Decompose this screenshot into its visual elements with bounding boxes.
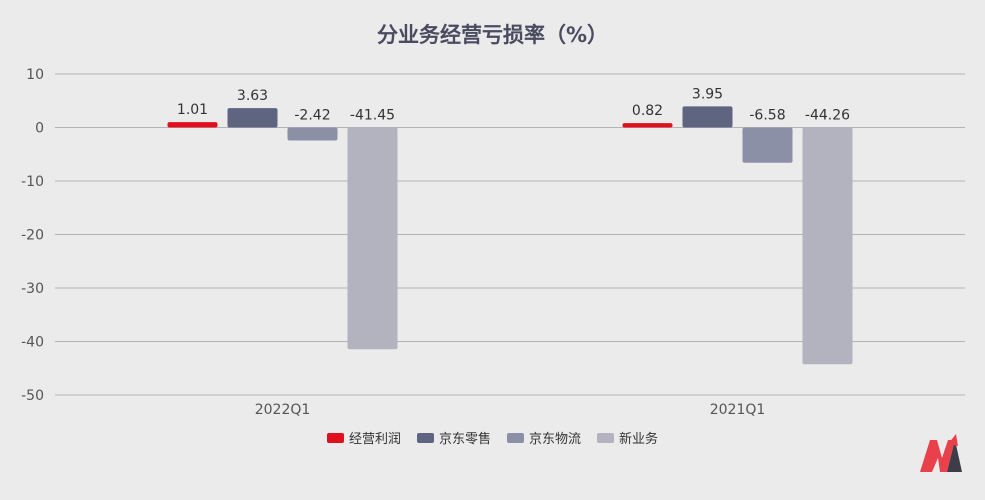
legend-swatch [416, 432, 434, 443]
data-label: -44.26 [805, 108, 850, 124]
data-label: 3.63 [237, 88, 268, 104]
y-tick-label: 0 [35, 121, 44, 137]
y-tick-label: -30 [21, 281, 44, 297]
data-label: -2.42 [294, 108, 330, 124]
legend-item: 京东物流 [507, 428, 581, 447]
chart-legend: 经营利润 京东零售 京东物流 新业务 [0, 428, 985, 447]
legend-swatch [326, 432, 344, 443]
x-tick-label: 2021Q1 [710, 402, 766, 418]
y-tick-label: -40 [21, 335, 44, 351]
bar [802, 127, 853, 365]
legend-swatch [597, 432, 615, 443]
legend-label: 京东物流 [529, 432, 582, 447]
legend-label: 京东零售 [438, 432, 491, 447]
data-label: -6.58 [749, 108, 785, 124]
bar [227, 108, 278, 128]
legend-item: 京东零售 [416, 428, 491, 447]
x-tick-label: 2022Q1 [255, 402, 311, 418]
bar [167, 122, 218, 128]
data-label: -41.45 [350, 108, 395, 124]
y-tick-label: 10 [26, 67, 44, 83]
y-tick-label: -20 [21, 228, 44, 244]
bar [287, 127, 338, 141]
bar [742, 127, 793, 163]
legend-label: 新业务 [619, 432, 659, 447]
legend-label: 经营利润 [348, 432, 401, 447]
bar [682, 106, 733, 128]
y-tick-label: -10 [21, 174, 44, 190]
data-label: 3.95 [692, 86, 723, 102]
chart-title: 分业务经营亏损率（%） [376, 23, 609, 47]
data-label: 1.01 [177, 102, 208, 118]
brand-logo-icon [920, 434, 962, 472]
legend-item: 新业务 [597, 428, 658, 447]
bar [622, 123, 673, 128]
data-label: 0.82 [632, 103, 663, 119]
bar [347, 127, 398, 350]
y-tick-label: -50 [21, 388, 44, 404]
legend-swatch [507, 432, 524, 443]
legend-item: 经营利润 [326, 428, 401, 447]
